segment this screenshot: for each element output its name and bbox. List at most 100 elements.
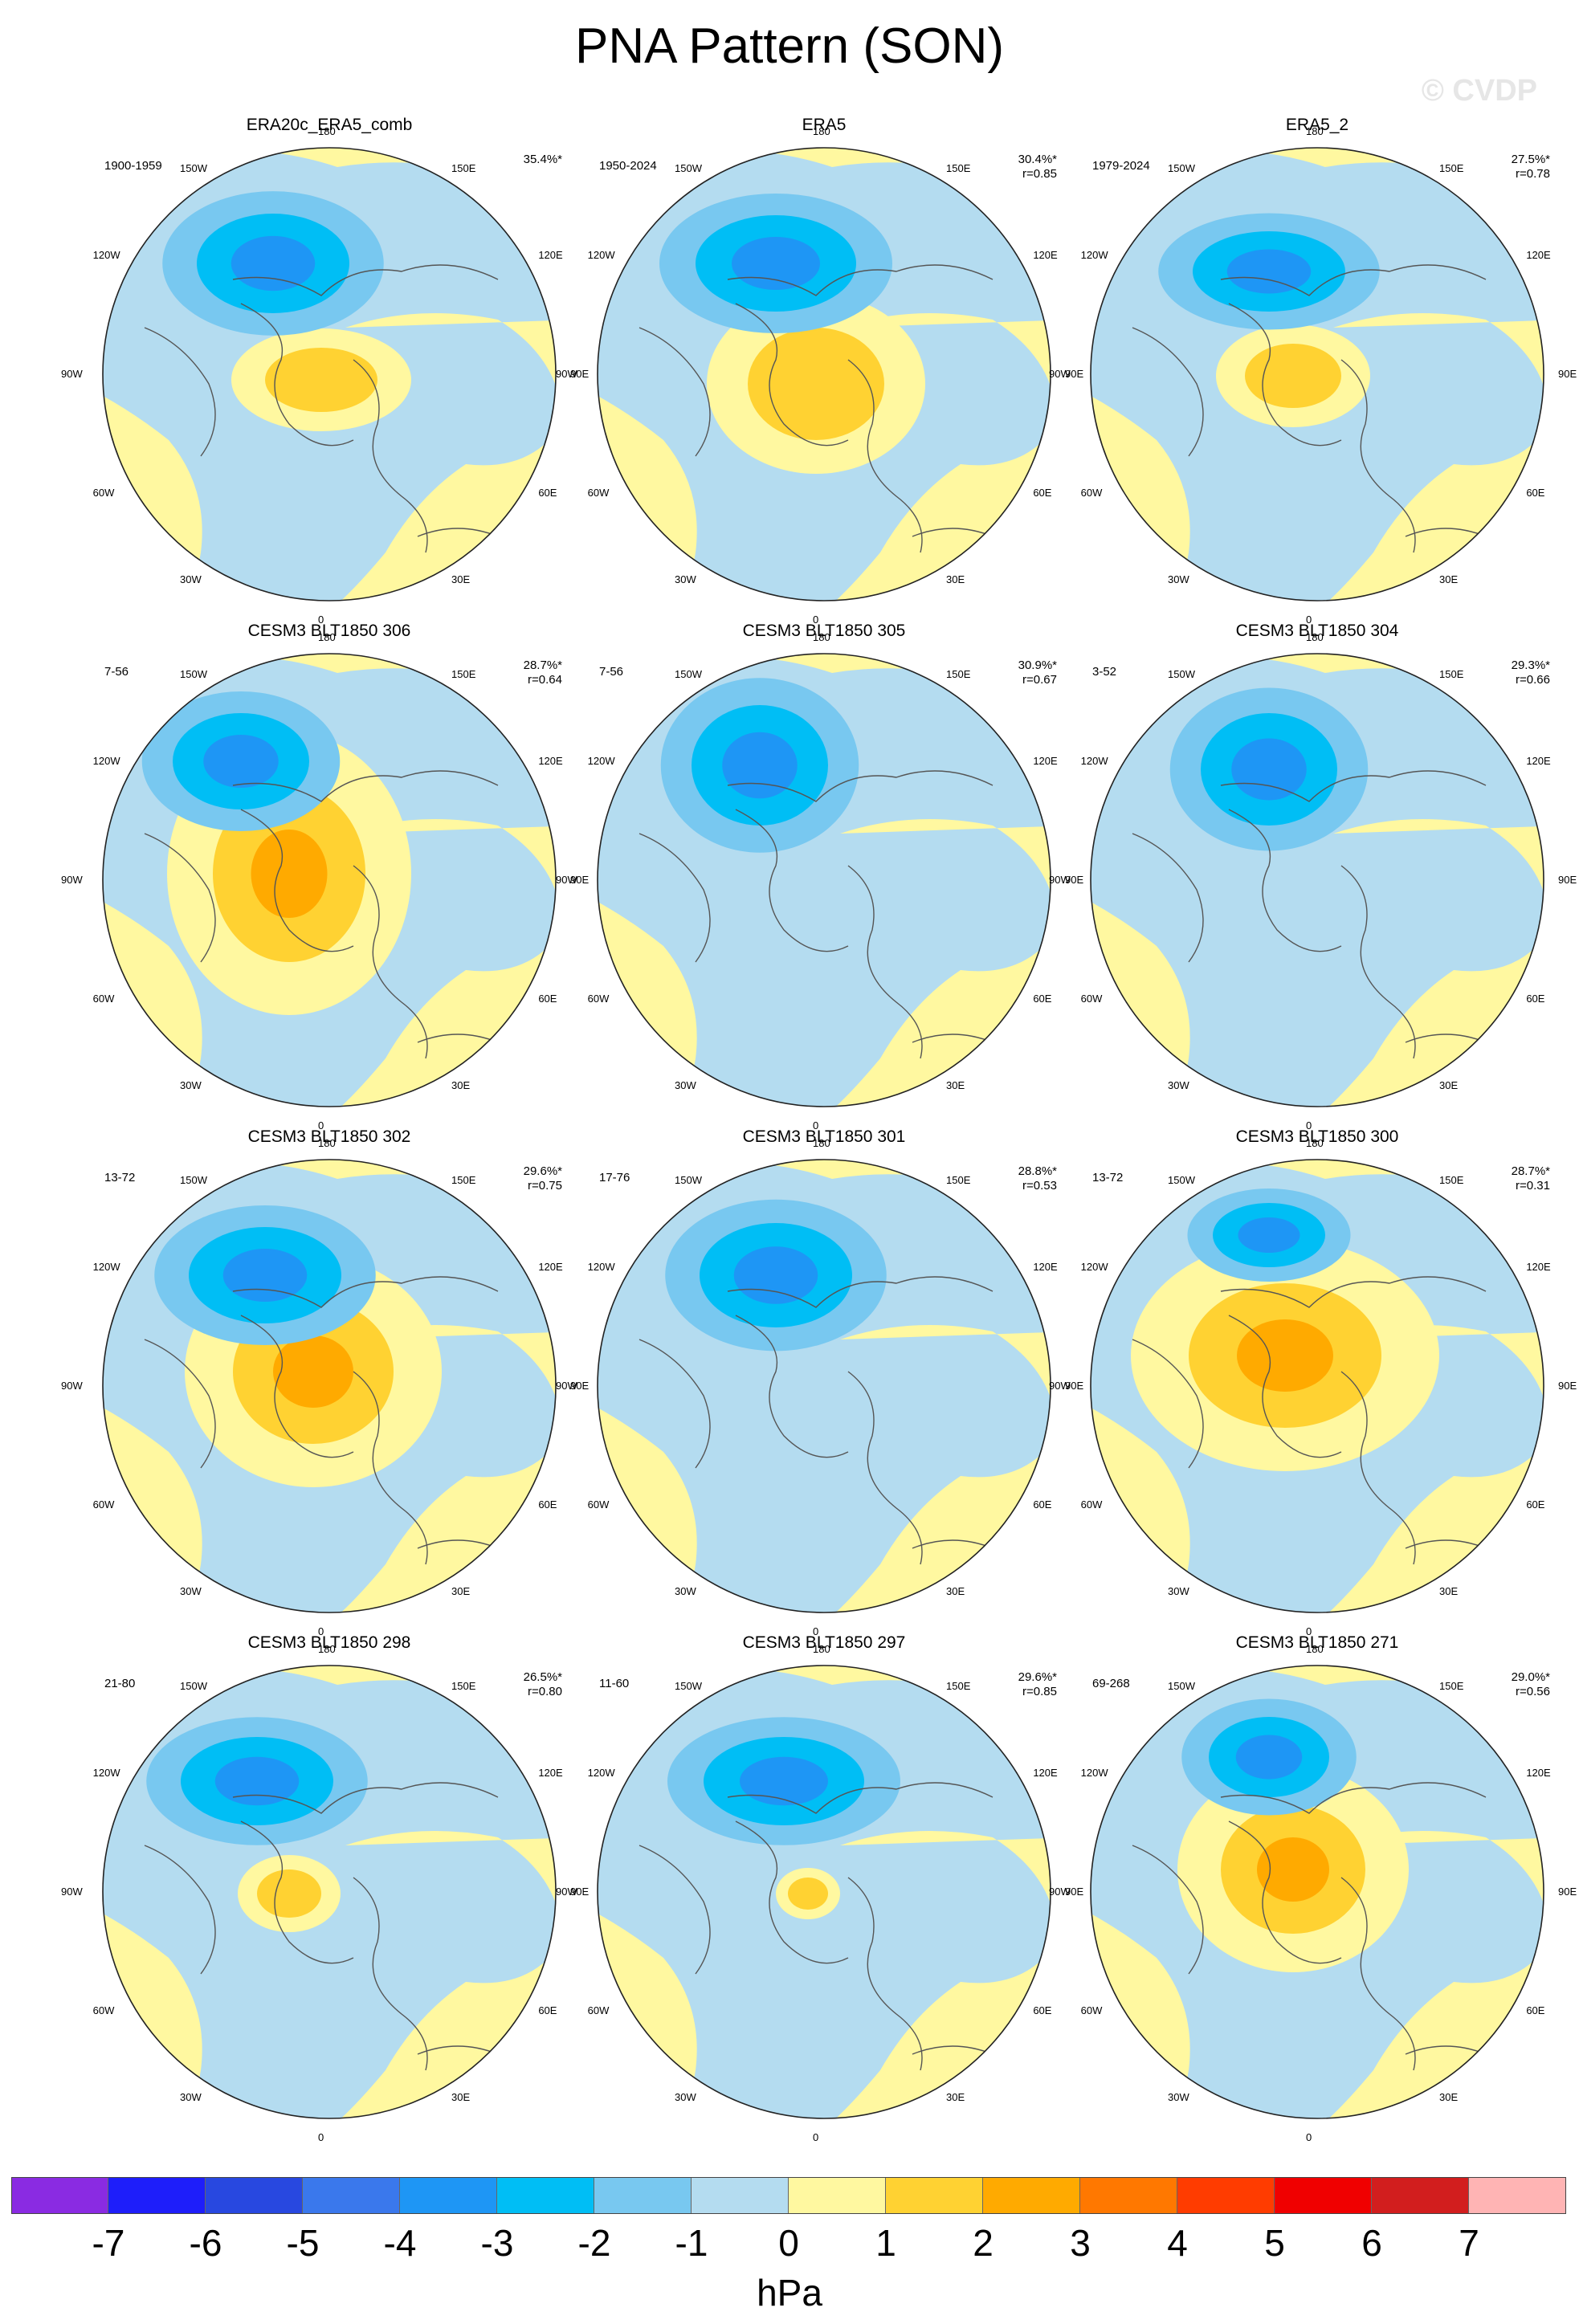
coastline (240, 1820, 354, 1964)
polar-map (102, 653, 557, 1107)
positive-anomaly-region (598, 785, 601, 850)
longitude-label: 150W (1168, 161, 1195, 174)
panel-period: 17-76 (599, 1171, 630, 1184)
map-panel: CESM3 BLT1850 306 7-56 28.7%* r=0.64 180 150E… (61, 622, 589, 1131)
coastline (353, 1877, 428, 2071)
longitude-label: 180 (1306, 125, 1324, 137)
coastline (240, 303, 354, 446)
map-panel: CESM3 BLT1850 305 7-56 30.9%* r=0.67 180 150E… (556, 622, 1083, 1131)
longitude-label: 0 (1306, 1625, 1312, 1637)
longitude-label: 120E (1526, 249, 1551, 261)
longitude-label: 180 (813, 1643, 830, 1655)
positive-anomaly-region (103, 1797, 106, 1861)
longitude-label: 120E (538, 1261, 563, 1273)
longitude-label: 60E (1033, 1498, 1052, 1511)
positive-anomaly-core (265, 348, 377, 412)
longitude-label: 0 (1306, 614, 1312, 626)
panel-period: 7-56 (599, 665, 624, 679)
longitude-label: 60E (1526, 1498, 1545, 1511)
longitude-label: 150W (180, 1173, 207, 1186)
colorbar-tick-label: 7 (1459, 2222, 1479, 2264)
longitude-label: 90W (1049, 874, 1071, 886)
longitude-label: 30W (180, 2091, 202, 2104)
longitude-label: 90W (61, 1380, 83, 1392)
longitude-label: 60E (1526, 2004, 1545, 2016)
colorbar-swatch (400, 2177, 497, 2214)
coastline (144, 1339, 216, 1469)
coastline (144, 833, 216, 963)
longitude-label: 90W (556, 874, 577, 886)
longitude-label: 90E (570, 874, 590, 886)
pattern-correlation: r=0.85 (1022, 1685, 1057, 1698)
longitude-label: 60E (1526, 993, 1545, 1005)
colorbar-tick-label: 4 (1167, 2222, 1188, 2264)
coastline (1340, 359, 1416, 553)
positive-anomaly-region (1091, 1666, 1544, 1709)
coastline (847, 359, 923, 553)
longitude-label: 90W (61, 1886, 83, 1898)
panel-period: 1979-2024 (1092, 159, 1150, 173)
longitude-label: 60E (538, 2004, 557, 2016)
longitude-label: 30W (1168, 1079, 1189, 1092)
map-boundary (1090, 1665, 1544, 2119)
coastline (240, 809, 354, 952)
map-panel: CESM3 BLT1850 297 11-60 29.6%* r=0.85 180 150… (556, 1633, 1083, 2143)
longitude-label: 120E (1526, 755, 1551, 767)
longitude-label: 90W (1049, 1380, 1071, 1392)
longitude-label: 30E (1439, 1585, 1459, 1598)
coastline (727, 264, 994, 296)
panel-period: 13-72 (104, 1171, 136, 1184)
panel-title: CESM3 BLT1850 298 (247, 1633, 411, 1652)
panel-title: CESM3 BLT1850 304 (1235, 622, 1399, 640)
longitude-label: 150E (451, 1173, 476, 1186)
longitude-label: 30W (180, 573, 202, 586)
polar-map (102, 1665, 557, 2119)
colorbar-tick-label: -2 (577, 2222, 611, 2264)
polar-map (1090, 147, 1544, 601)
longitude-label: 90E (1065, 368, 1084, 380)
map-panel: CESM3 BLT1850 298 21-80 26.5%* r=0.80 180 150… (61, 1633, 589, 2143)
colorbar-swatch (11, 2177, 108, 2214)
longitude-label: 60W (1080, 1498, 1103, 1511)
colorbar-swatch (1080, 2177, 1177, 2214)
longitude-label: 90E (1065, 1380, 1084, 1392)
map-panel: ERA5_2 1979-2024 27.5%* r=0.78 180 150E 120E 90… (1049, 116, 1577, 626)
positive-anomaly-peak (1257, 1837, 1329, 1902)
map-panel: CESM3 BLT1850 301 17-76 28.8%* r=0.53 180 150… (556, 1127, 1083, 1637)
positive-anomaly-region (1091, 148, 1544, 191)
polar-map (1090, 1665, 1544, 2119)
coastline (1228, 809, 1342, 952)
map-boundary (597, 147, 1051, 601)
colorbar-tick-label: 0 (778, 2222, 799, 2264)
coastline (353, 1371, 428, 1565)
longitude-label: 60E (1526, 487, 1545, 499)
positive-anomaly-region (1091, 279, 1094, 344)
colorbar-swatch (108, 2177, 206, 2214)
positive-anomaly-region (598, 1160, 1051, 1203)
explained-variance: 27.5%* (1511, 153, 1550, 166)
coastline (1220, 264, 1487, 296)
longitude-label: 180 (1306, 631, 1324, 643)
pattern-correlation: r=0.67 (1022, 673, 1057, 687)
longitude-label: 120E (1526, 1767, 1551, 1779)
longitude-label: 150E (1439, 1679, 1464, 1692)
coastline (1220, 1276, 1487, 1308)
panel-stats: 26.5%* r=0.80 (458, 1670, 562, 1699)
map-boundary (1090, 653, 1544, 1107)
panel-title: CESM3 BLT1850 306 (247, 622, 411, 640)
longitude-label: 60W (92, 487, 115, 499)
positive-anomaly-region (103, 654, 556, 697)
longitude-label: 120E (538, 755, 563, 767)
coastline (639, 1845, 711, 1975)
colorbar-tick-label: -4 (383, 2222, 417, 2264)
explained-variance: 30.4%* (1018, 153, 1057, 166)
longitude-label: 60E (538, 993, 557, 1005)
longitude-label: 90E (570, 1380, 590, 1392)
longitude-label: 30W (1168, 573, 1189, 586)
positive-anomaly-region (598, 654, 1051, 697)
longitude-label: 180 (813, 631, 830, 643)
colorbar-tick-label: -7 (92, 2222, 125, 2264)
panel-title: CESM3 BLT1850 301 (742, 1127, 906, 1146)
panel-stats: 35.4%* (458, 153, 562, 167)
coastline (144, 1845, 216, 1975)
